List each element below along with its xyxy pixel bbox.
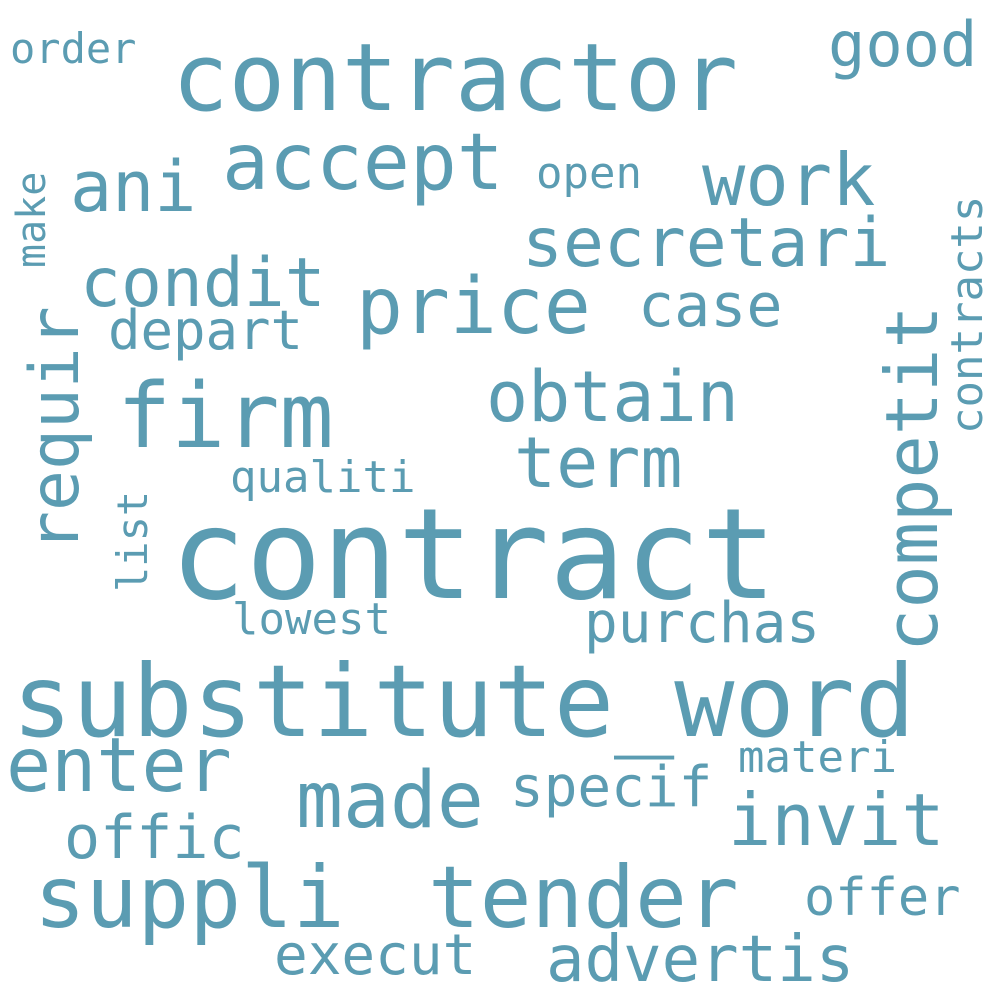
word-term: term [514,422,683,504]
word-case: case [638,271,783,341]
word-make: make [9,171,55,268]
word-purchas: purchas [584,591,821,656]
word-order: order [10,24,137,73]
word-secretari: secretari [522,204,891,283]
word-contracts: contracts [942,195,993,434]
word-offic: offic [64,803,245,873]
word-condit: condit [80,244,326,323]
word-depart: depart [108,299,304,362]
word-tender: tender [428,848,739,948]
word-execut: execut [274,923,477,988]
word-substitute-word: substitute_word [12,643,916,760]
word-list: list [108,490,157,592]
word-open: open [536,148,642,199]
word-price: price [356,262,591,352]
word-work: work [702,138,876,222]
word-contract: contract [170,481,777,628]
word-qualiti: qualiti [230,452,416,503]
word-advertis: advertis [546,923,855,997]
word-specif: specif [510,755,713,820]
word-lowest: lowest [232,594,391,645]
word-competit: competit [870,305,954,652]
word-ani: ani [70,146,197,228]
word-accept: accept [222,118,504,208]
word-contractor: contractor [172,24,738,133]
word-suppli: suppli [34,848,345,948]
word-offer: offer [804,868,961,928]
word-good: good [828,8,978,81]
word-enter: enter [6,721,232,809]
word-firm: firm [117,364,334,469]
word-obtain: obtain [486,356,739,438]
word-invit: invit [728,778,945,862]
word-requir: requir [16,306,95,552]
word-materi: materi [738,732,897,783]
word-made: made [296,756,484,846]
